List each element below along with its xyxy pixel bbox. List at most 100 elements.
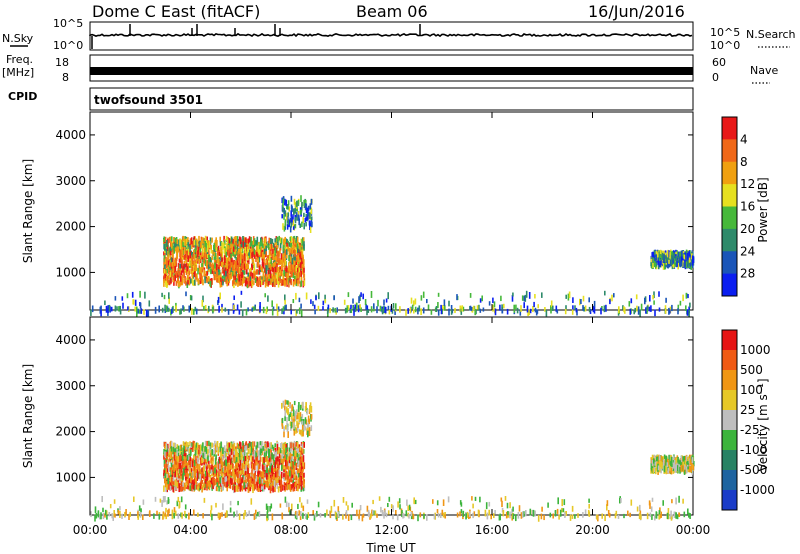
scatter-cell: [637, 308, 640, 315]
scatter-cell: [246, 238, 248, 246]
scatter-cell: [273, 467, 275, 473]
scatter-cell: [523, 302, 525, 309]
scatter-cell: [302, 244, 305, 249]
scatter-cell: [236, 304, 239, 311]
scatter-cell: [203, 482, 205, 488]
scatter-cell: [296, 214, 298, 221]
scatter-cell: [290, 221, 292, 228]
scatter-cell: [139, 302, 142, 309]
scatter-cell: [229, 470, 231, 476]
scatter-cell: [266, 473, 268, 480]
scatter-cell: [229, 477, 232, 484]
scatter-cell: [217, 463, 220, 470]
scatter-cell: [265, 265, 267, 270]
scatter-cell: [270, 278, 272, 285]
scatter-cell: [175, 485, 177, 491]
scatter-cell: [296, 468, 299, 475]
scatter-cell: [194, 466, 197, 472]
scatter-cell: [240, 252, 242, 260]
scatter-cell: [271, 459, 273, 465]
scatter-cell: [262, 280, 264, 286]
scatter-cell: [689, 455, 692, 462]
scatter-cell: [292, 272, 295, 279]
scatter-cell: [278, 447, 280, 454]
scatter-cell: [174, 460, 176, 467]
scatter-cell: [122, 302, 124, 309]
scatter-cell: [241, 272, 244, 278]
scatter-cell: [481, 295, 483, 302]
scatter-cell: [305, 213, 308, 219]
scatter-cell: [239, 246, 242, 253]
scatter-cell: [182, 460, 184, 466]
scatter-cell: [166, 268, 168, 274]
scatter-cell: [299, 223, 301, 228]
scatter-cell: [276, 277, 279, 284]
scatter-cell: [262, 471, 264, 478]
scatter-cell: [349, 307, 352, 314]
scatter-cell: [226, 263, 229, 270]
scatter-cell: [271, 480, 274, 487]
scatter-cell: [247, 456, 250, 463]
scatter-cell: [252, 448, 255, 455]
scatter-cell: [271, 471, 274, 477]
scatter-cell: [293, 422, 295, 430]
scatter-cell: [273, 262, 275, 268]
scatter-cell: [282, 459, 284, 464]
scatter-cell: [289, 226, 292, 233]
scatter-cell: [216, 472, 219, 478]
scatter-cell: [660, 260, 662, 266]
scatter-cell: [280, 456, 283, 463]
scatter-cell: [171, 236, 173, 241]
scatter-cell: [217, 245, 220, 251]
scatter-cell: [202, 484, 204, 491]
scatter-cell: [166, 484, 168, 490]
scatter-cell: [652, 295, 654, 300]
scatter-cell: [307, 422, 309, 428]
scatter-cell: [250, 271, 252, 277]
scatter-cell: [209, 442, 212, 450]
scatter-cell: [216, 445, 218, 451]
scatter-cell: [284, 261, 287, 266]
scatter-cell: [238, 478, 240, 484]
scatter-cell: [296, 452, 298, 458]
scatter-cell: [297, 255, 299, 263]
scatter-cell: [208, 305, 210, 312]
nsearch-tick-bottom: 10^0: [710, 39, 740, 52]
scatter-cell: [264, 457, 267, 463]
scatter-cell: [292, 299, 295, 304]
scatter-cell: [254, 277, 257, 284]
scatter-cell: [299, 477, 301, 483]
scatter-cell: [310, 425, 313, 431]
scatter-cell: [225, 482, 227, 488]
scatter-cell: [297, 479, 300, 485]
scatter-cell: [266, 456, 268, 462]
scatter-cell: [219, 261, 221, 266]
scatter-cell: [294, 279, 296, 285]
scatter-cell: [259, 252, 262, 257]
scatter-cell: [240, 463, 242, 469]
scatter-cell: [691, 467, 693, 475]
scatter-cell: [677, 456, 679, 463]
scatter-cell: [219, 236, 221, 243]
scatter-cell: [513, 307, 516, 313]
scatter-cell: [305, 419, 308, 425]
scatter-cell: [187, 237, 189, 243]
scatter-cell: [243, 241, 246, 248]
scatter-cell: [193, 472, 196, 479]
scatter-cell: [235, 484, 238, 492]
scatter-cell: [179, 462, 182, 468]
scatter-cell: [302, 466, 304, 473]
scatter-cell: [292, 485, 295, 492]
scatter-cell: [494, 308, 497, 316]
scatter-cell: [174, 442, 177, 449]
scatter-cell: [177, 445, 180, 451]
scatter-cell: [657, 461, 660, 466]
scatter-cell: [254, 463, 256, 471]
scatter-cell: [197, 442, 199, 449]
scatter-cell: [183, 306, 185, 312]
scatter-cell: [309, 402, 312, 409]
scatter-cell: [184, 452, 187, 458]
scatter-cell: [308, 220, 311, 226]
scatter-cell: [195, 308, 198, 315]
scatter-cell: [243, 473, 245, 478]
